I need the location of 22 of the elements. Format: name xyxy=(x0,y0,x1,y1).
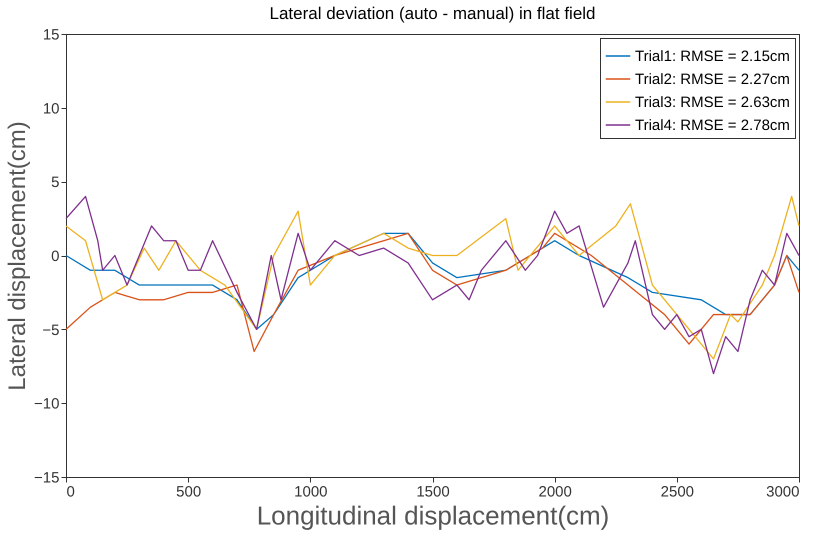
x-tick-label: 2500 xyxy=(660,484,694,500)
x-tick-label: 2000 xyxy=(538,484,572,500)
legend-label: Trial1: RMSE = 2.15cm xyxy=(635,48,790,65)
y-tick-label: −10 xyxy=(34,396,60,413)
y-tick-label: −15 xyxy=(34,470,60,486)
y-tick-label: 0 xyxy=(51,248,60,265)
x-tick-label: 3000 xyxy=(766,484,800,500)
line-series xyxy=(65,232,800,352)
y-tick-label: 15 xyxy=(42,26,60,44)
x-axis-title: Longitudinal displacement(cm) xyxy=(256,500,610,530)
y-tick-label: −5 xyxy=(42,322,60,339)
y-tick-label: 5 xyxy=(51,174,60,192)
x-tick-label: 0 xyxy=(66,484,75,500)
x-tick-label: 1000 xyxy=(294,484,328,500)
legend-label: Trial2: RMSE = 2.27cm xyxy=(635,71,790,88)
legend-label: Trial4: RMSE = 2.78cm xyxy=(635,117,790,134)
chart-title: Lateral deviation (auto - manual) in flat field xyxy=(269,4,596,23)
y-tick-label: 10 xyxy=(42,100,60,118)
y-axis-title: Lateral displacement(cm) xyxy=(4,121,32,391)
x-tick-label: 1500 xyxy=(416,484,450,500)
x-tick-label: 500 xyxy=(176,484,202,500)
legend-label: Trial3: RMSE = 2.63cm xyxy=(635,94,790,111)
